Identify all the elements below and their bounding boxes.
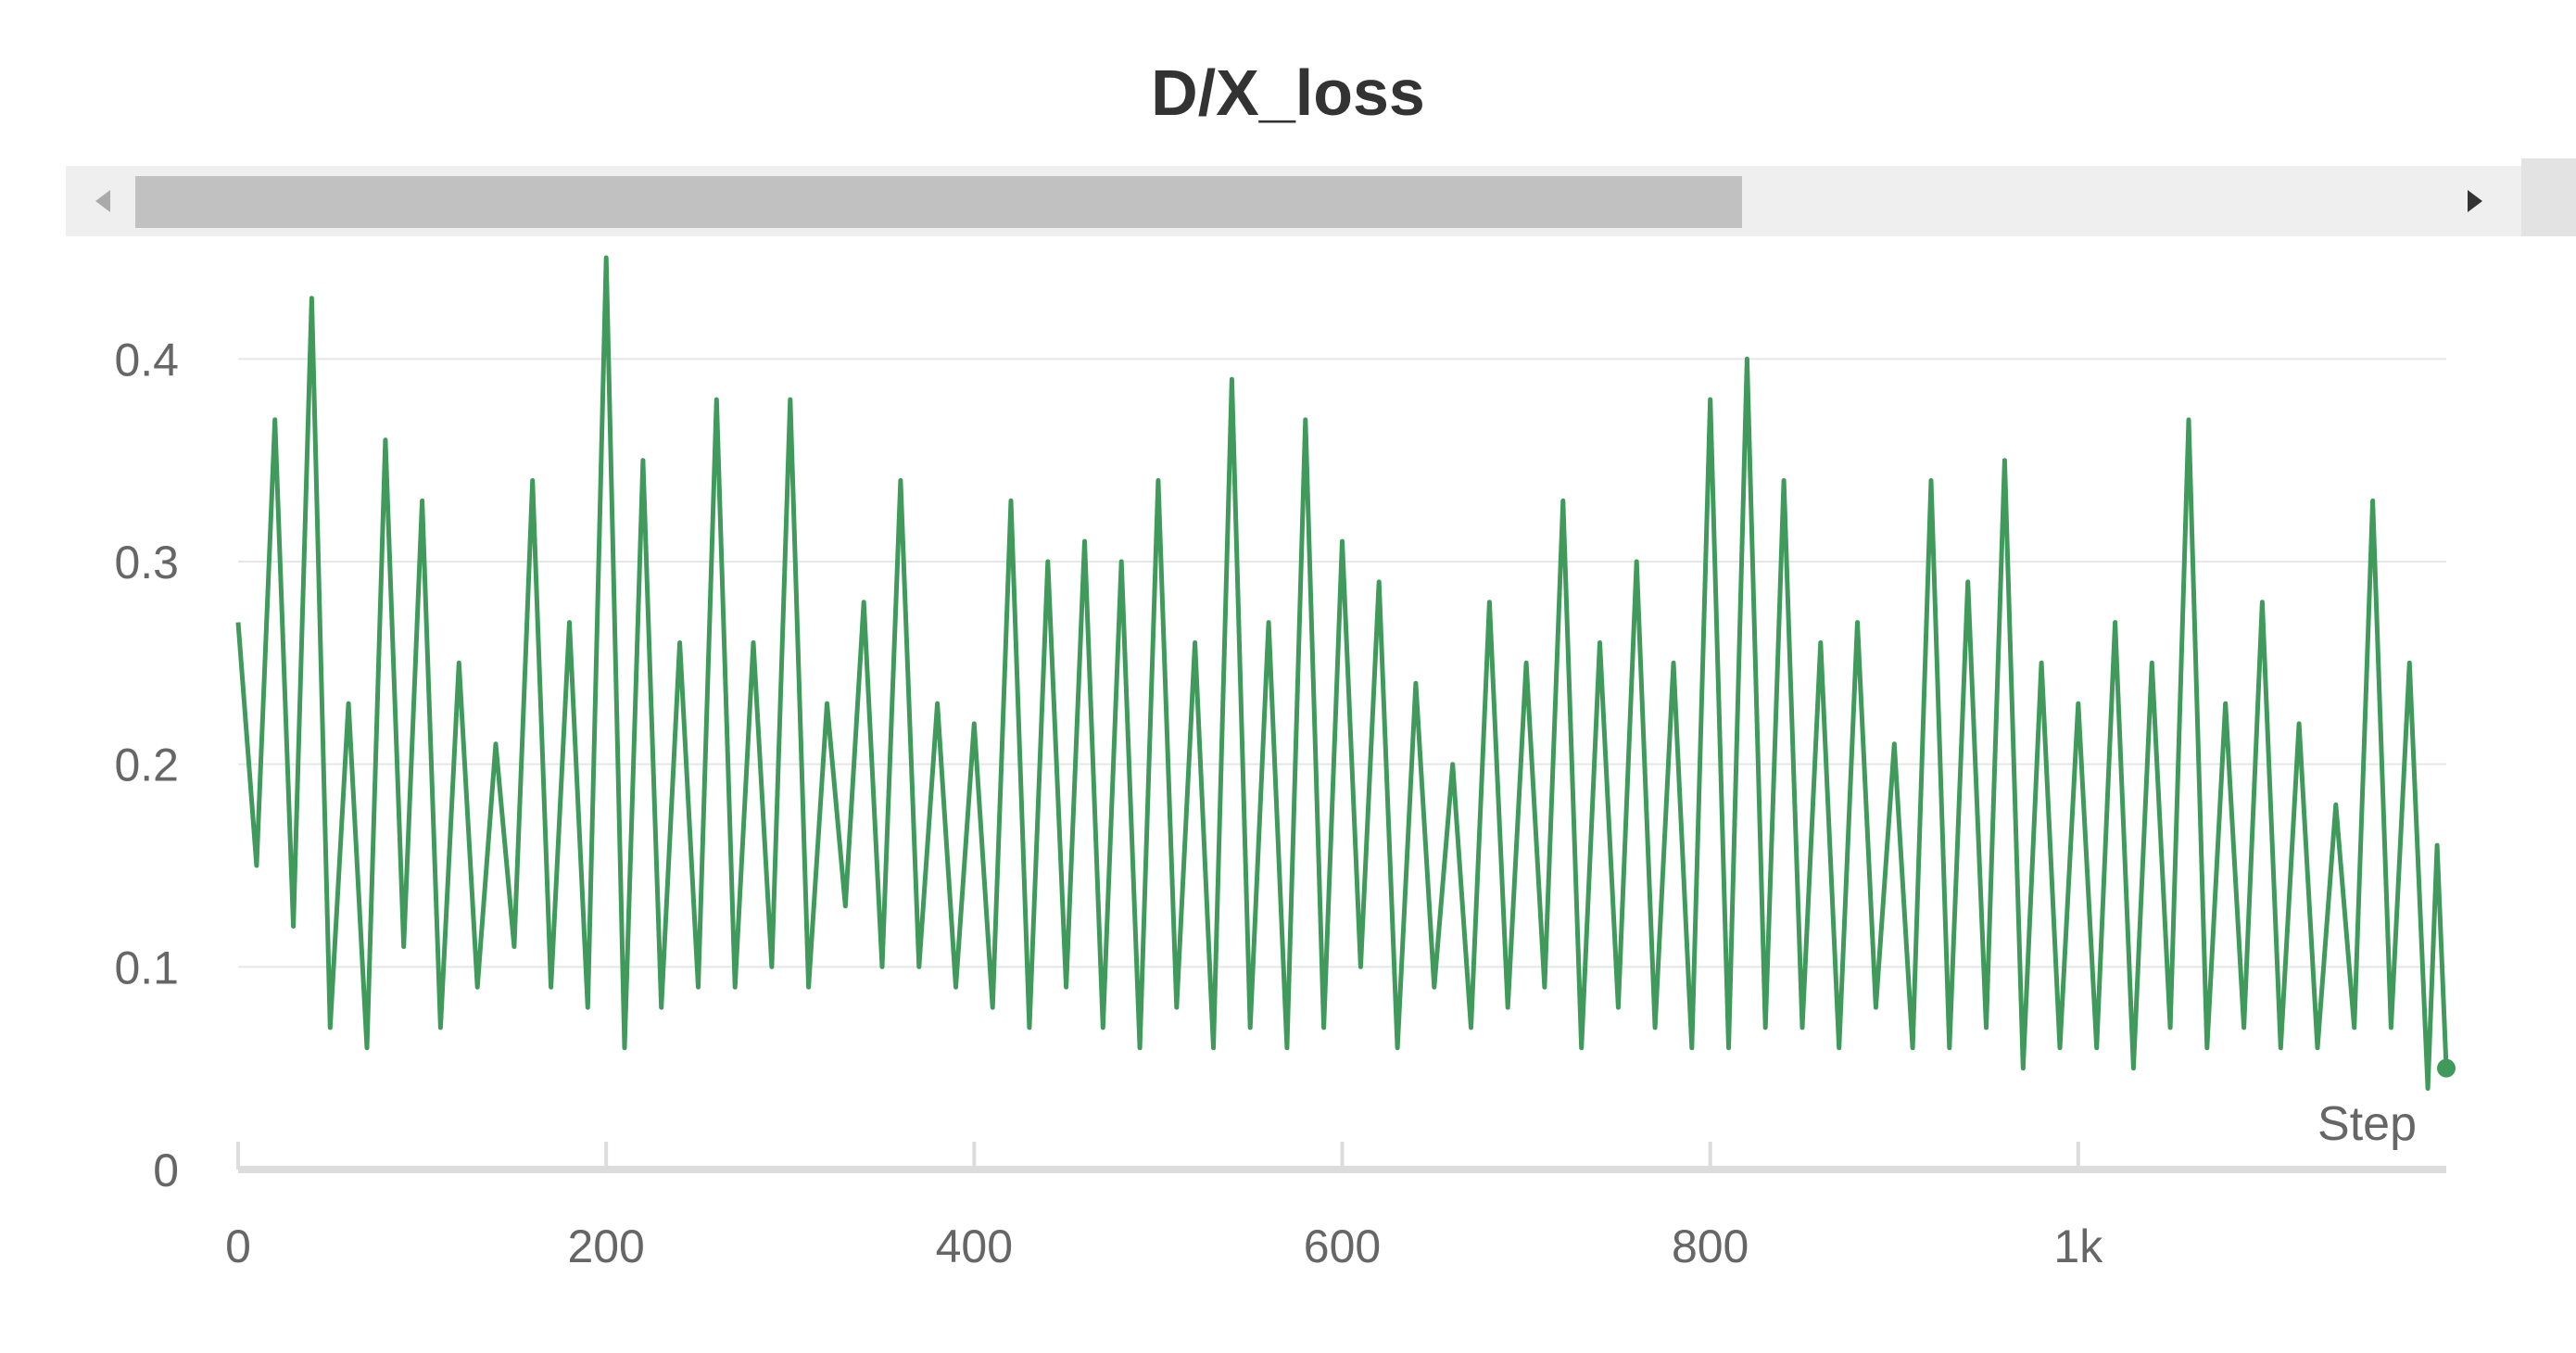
x-tick-label: 200 [567, 1220, 644, 1272]
y-tick-label: 0.1 [114, 942, 179, 993]
triangle-left-icon[interactable] [84, 183, 121, 220]
y-tick-label: 0 [153, 1144, 179, 1196]
y-tick-label: 0.4 [114, 334, 179, 386]
x-axis-label: Step [2317, 1097, 2417, 1151]
series-line [235, 255, 2449, 1091]
horizontal-scrollbar[interactable] [66, 158, 2576, 236]
series-last-point [2437, 1058, 2456, 1078]
x-tick-label: 0 [225, 1220, 251, 1272]
x-tick-label: 600 [1304, 1220, 1381, 1272]
x-tick-label: 800 [1672, 1220, 1749, 1272]
chart-title: D/X_loss [1151, 57, 1425, 129]
x-tick-label: 400 [936, 1220, 1013, 1272]
x-tick-label: 1k [2053, 1220, 2103, 1272]
y-tick-label: 0.2 [114, 740, 179, 791]
scrollbar-thumb[interactable] [135, 176, 1742, 228]
triangle-right-icon[interactable] [2456, 183, 2494, 220]
scrollbar-corner [2521, 158, 2576, 236]
y-tick-label: 0.3 [114, 537, 179, 588]
